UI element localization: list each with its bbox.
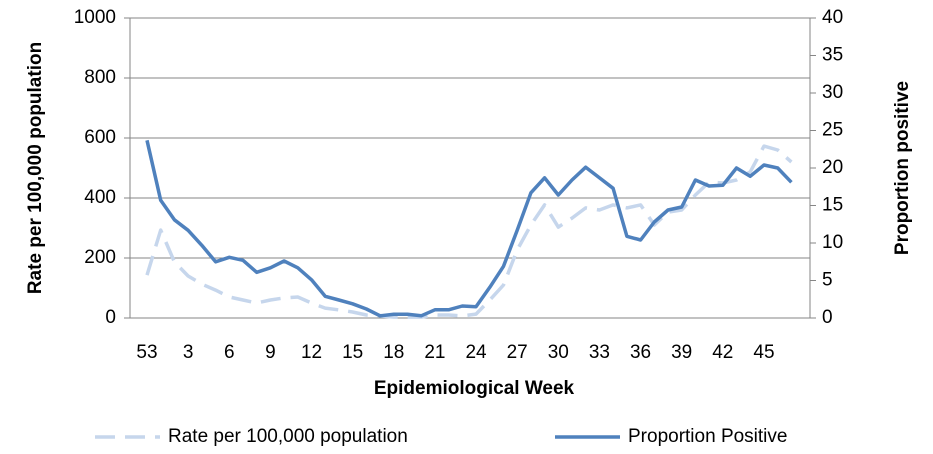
x-tick-label: 6 (224, 342, 235, 363)
y2-tick-label: 20 (822, 157, 843, 178)
x-tick-label: 45 (753, 342, 774, 363)
x-tick-label: 30 (548, 342, 569, 363)
x-tick-label: 42 (712, 342, 733, 363)
y2-tick-label: 5 (822, 270, 833, 291)
y2-tick-label: 40 (822, 7, 843, 28)
y-axis-title: Rate per 100,000 population (25, 42, 46, 294)
x-tick-label: 12 (301, 342, 322, 363)
x-tick-label: 21 (424, 342, 445, 363)
y-tick-label: 400 (84, 187, 116, 208)
legend-label: Rate per 100,000 population (168, 426, 408, 447)
series-line (145, 139, 793, 318)
x-tick-label: 18 (383, 342, 404, 363)
y2-tick-label: 30 (822, 82, 843, 103)
x-tick-label: 39 (671, 342, 692, 363)
y-tick-label: 600 (84, 127, 116, 148)
legend-label: Proportion Positive (628, 426, 787, 447)
x-tick-label: 33 (589, 342, 610, 363)
x-tick-label: 15 (342, 342, 363, 363)
y2-tick-label: 35 (822, 45, 843, 66)
x-tick-label: 27 (507, 342, 528, 363)
x-tick-label: 24 (465, 342, 487, 363)
y-tick-label: 1000 (74, 7, 116, 28)
series-line (145, 144, 793, 319)
x-axis-title: Epidemiological Week (374, 378, 575, 399)
x-tick-label: 53 (136, 342, 157, 363)
y2-tick-label: 25 (822, 120, 843, 141)
y2-tick-label: 0 (822, 307, 833, 328)
y-tick-label: 200 (84, 247, 116, 268)
x-tick-label: 36 (630, 342, 651, 363)
y-tick-label: 0 (105, 307, 116, 328)
x-tick-label: 9 (265, 342, 276, 363)
y2-tick-label: 10 (822, 232, 843, 253)
x-tick-label: 3 (183, 342, 194, 363)
y-tick-label: 800 (84, 67, 116, 88)
y2-axis-title: Proportion positive (892, 81, 913, 255)
y2-tick-label: 15 (822, 195, 843, 216)
